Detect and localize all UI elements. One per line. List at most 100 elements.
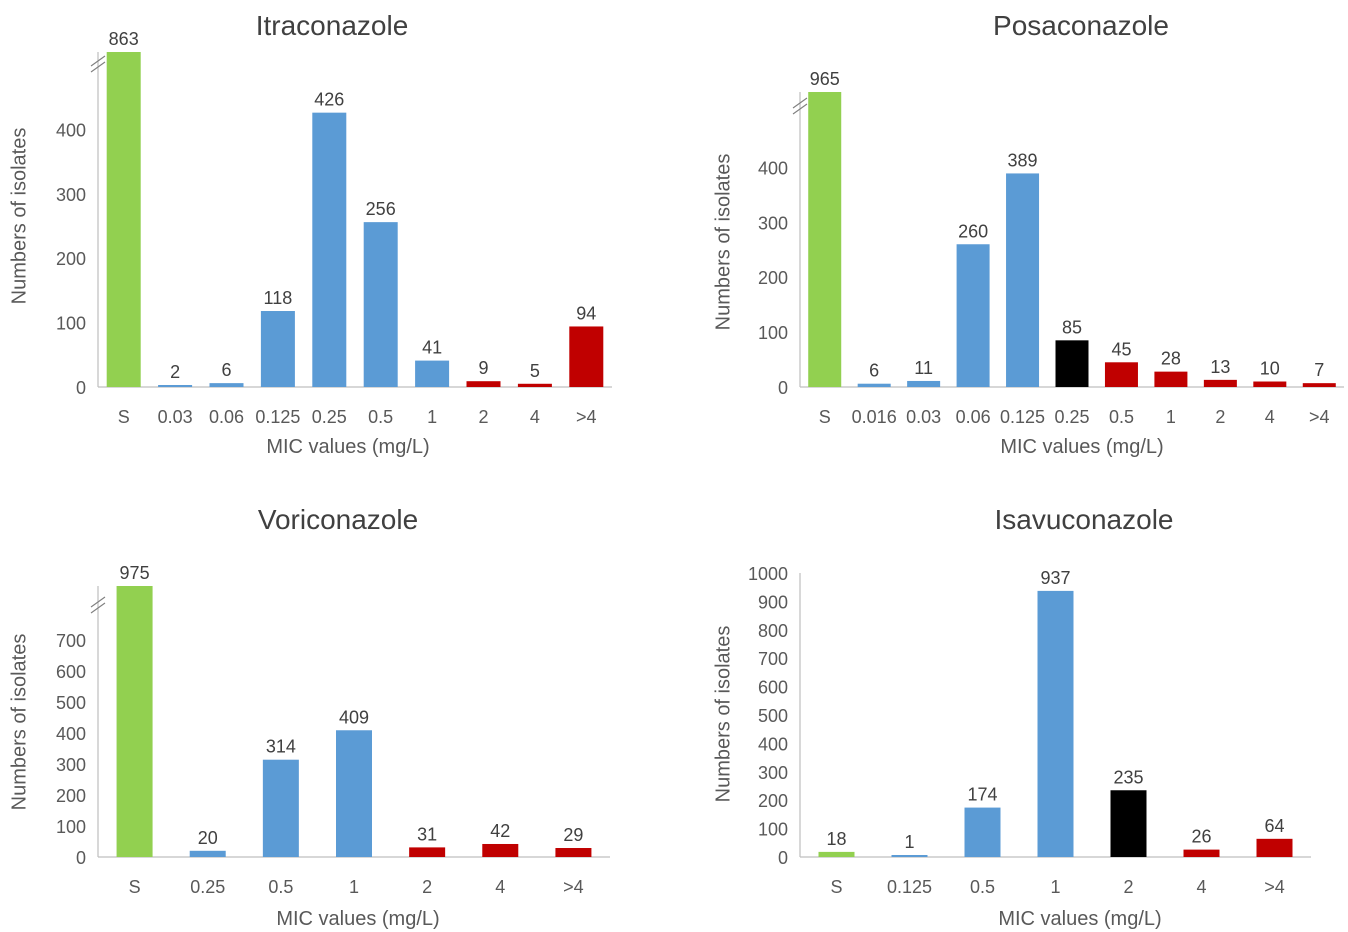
data-label: 6 (869, 361, 879, 381)
bar (1154, 371, 1188, 387)
bar (336, 730, 372, 857)
data-label: 9 (478, 358, 488, 378)
x-tick-label: 0.06 (956, 407, 991, 427)
bar (466, 381, 501, 387)
data-label: 6 (221, 360, 231, 380)
x-tick-label: S (819, 407, 831, 427)
x-tick-label: S (830, 877, 842, 897)
x-tick-label: >4 (576, 407, 597, 427)
bar (415, 360, 450, 387)
x-tick-label: 0.25 (190, 877, 225, 897)
x-tick-label: 1 (427, 407, 437, 427)
data-label: 409 (339, 707, 369, 727)
data-label: 42 (490, 821, 510, 841)
bar (1253, 381, 1287, 387)
data-label: 26 (1191, 827, 1211, 847)
x-tick-label: 2 (1215, 407, 1225, 427)
bar (116, 586, 153, 857)
chart-title: Isavuconazole (994, 504, 1174, 535)
axis-break-mark (792, 97, 808, 109)
y-tick-label: 500 (758, 706, 788, 726)
x-tick-label: 0.5 (368, 407, 393, 427)
chart-panel-voriconazole: Voriconazole Numbers of isolates MIC val… (0, 466, 674, 932)
y-tick-label: 300 (56, 185, 86, 205)
bar (1302, 383, 1336, 387)
data-label: 863 (109, 29, 139, 49)
y-tick-label: 400 (758, 158, 788, 178)
data-label: 31 (417, 824, 437, 844)
data-label: 41 (422, 338, 442, 358)
data-label: 2 (170, 362, 180, 382)
y-tick-label: 800 (758, 621, 788, 641)
x-tick-label: 0.5 (268, 877, 293, 897)
y-tick-label: 400 (56, 120, 86, 140)
bar (517, 383, 552, 387)
data-label: 85 (1062, 317, 1082, 337)
x-axis-label: MIC values (mg/L) (266, 436, 430, 458)
x-tick-label: 4 (495, 877, 505, 897)
bar (818, 851, 855, 857)
x-tick-label: S (129, 877, 141, 897)
bar (808, 92, 842, 387)
bar-plot: 0100200300400500600700975S200.253140.540… (56, 563, 610, 897)
data-label: 28 (1161, 349, 1181, 369)
bar (189, 850, 226, 857)
axis-break-mark (90, 61, 106, 73)
bar-plot: 0 100 200 300 400 500 600 700 800 900 1000 18 S 1 0.12… (748, 564, 1311, 897)
data-label: 13 (1210, 357, 1230, 377)
x-tick-label: 0.5 (1109, 407, 1134, 427)
x-tick-label: >4 (1264, 877, 1285, 897)
x-tick-label: 0.125 (255, 407, 300, 427)
y-tick-label: 200 (56, 249, 86, 269)
data-label: 10 (1260, 359, 1280, 379)
bar (1183, 849, 1220, 857)
data-label: 235 (1113, 767, 1143, 787)
bar (312, 112, 347, 387)
bar (260, 311, 295, 387)
data-label: 256 (366, 199, 396, 219)
x-tick-label: 0.016 (852, 407, 897, 427)
y-tick-label: 100 (758, 323, 788, 343)
bar (1055, 340, 1089, 387)
x-axis-label: MIC values (mg/L) (276, 908, 440, 930)
x-axis-label: MIC values (mg/L) (998, 908, 1162, 930)
data-label: 29 (563, 825, 583, 845)
x-tick-label: 0.125 (1000, 407, 1045, 427)
data-label: 18 (826, 829, 846, 849)
data-label: 7 (1314, 360, 1324, 380)
y-tick-label: 300 (758, 213, 788, 233)
axis-break-mark (792, 103, 808, 115)
x-tick-label: 0.03 (158, 407, 193, 427)
bar (209, 383, 244, 387)
y-tick-label: 0 (778, 378, 788, 398)
data-label: 937 (1040, 568, 1070, 588)
x-tick-label: >4 (563, 877, 584, 897)
chart-panel-isavuconazole: Isavuconazole Numbers of isolates MIC va… (674, 466, 1348, 932)
data-label: 426 (314, 90, 344, 110)
y-tick-label: 300 (758, 763, 788, 783)
bar (1256, 838, 1293, 857)
x-tick-label: 0.125 (887, 877, 932, 897)
chart-title: Voriconazole (257, 504, 419, 535)
x-tick-label: 1 (1166, 407, 1176, 427)
data-label: 118 (264, 288, 293, 308)
x-tick-label: 4 (1196, 877, 1206, 897)
y-tick-label: 600 (56, 662, 86, 682)
bar (907, 380, 941, 387)
bar (964, 807, 1001, 857)
y-tick-label: 400 (758, 734, 788, 754)
y-tick-label: 900 (758, 592, 788, 612)
y-tick-label: 200 (758, 268, 788, 288)
data-label: 1 (904, 832, 914, 852)
bar (956, 244, 990, 387)
bar (1110, 790, 1147, 857)
x-tick-label: 0.25 (312, 407, 347, 427)
bar (857, 383, 891, 387)
chart-title: Itraconazole (255, 10, 409, 41)
y-tick-label: 0 (778, 848, 788, 868)
bar (262, 759, 299, 857)
bar (569, 326, 604, 387)
bar (555, 848, 592, 857)
y-tick-label: 0 (76, 848, 86, 868)
data-label: 5 (530, 361, 540, 381)
